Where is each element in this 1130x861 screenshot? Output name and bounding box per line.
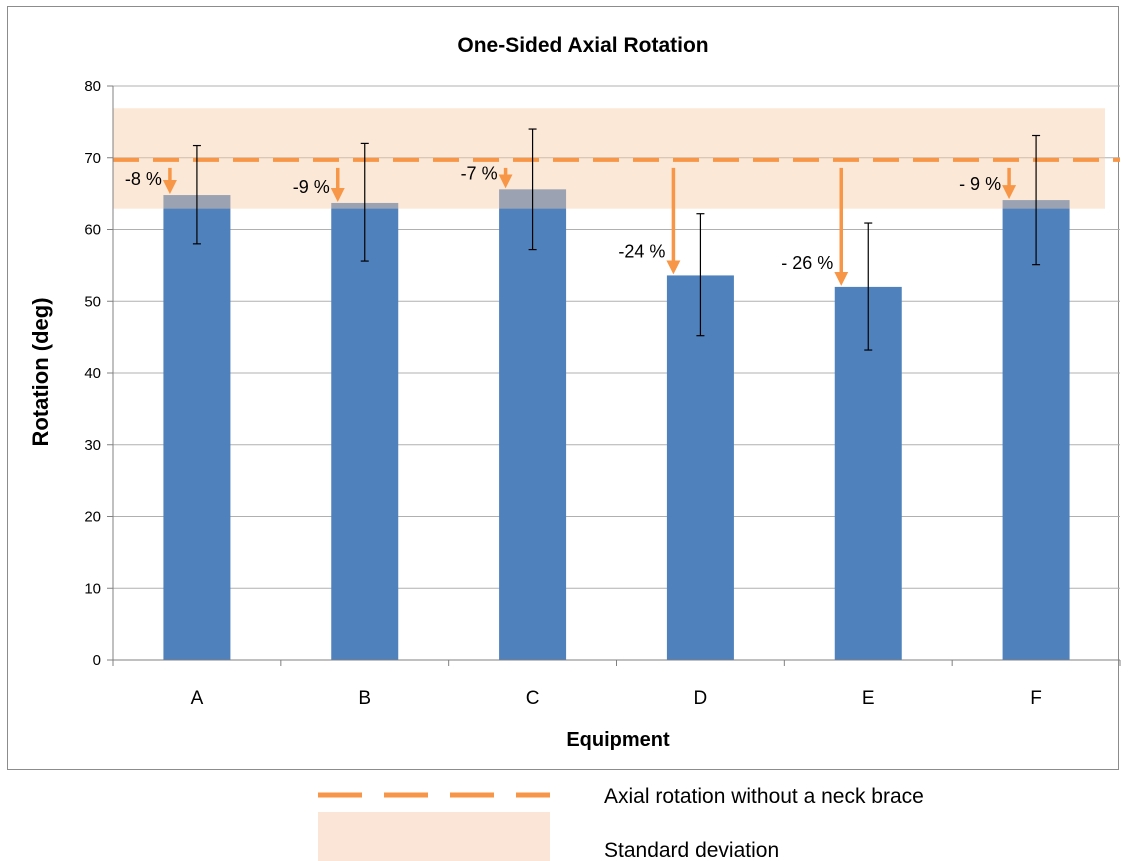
y-axis-label: Rotation (deg) [28, 297, 53, 446]
x-tick-label: F [1030, 688, 1042, 709]
x-tick-label: C [526, 688, 540, 709]
y-tick-label: 70 [84, 150, 101, 167]
percent-label: - 26 % [781, 253, 833, 273]
legend-label-reference: Axial rotation without a neck brace [604, 785, 924, 808]
x-tick-label: E [862, 688, 875, 709]
bar [666, 275, 734, 660]
y-tick-label: 20 [84, 509, 101, 526]
percent-label: -9 % [293, 177, 330, 197]
y-tick-label: 0 [93, 652, 101, 669]
bar [499, 189, 567, 660]
percent-label: - 9 % [959, 174, 1001, 194]
y-tick-label: 10 [84, 580, 101, 597]
bar [331, 202, 399, 660]
bar [163, 195, 231, 660]
y-tick-label: 80 [84, 78, 101, 95]
legend-label-band: Standard deviation [604, 839, 779, 861]
percent-label: -8 % [125, 169, 162, 189]
legend-swatch-band [318, 812, 550, 861]
percent-label: -7 % [461, 163, 498, 183]
x-tick-label: A [191, 688, 204, 709]
chart-title: One-Sided Axial Rotation [457, 34, 708, 57]
y-tick-label: 50 [84, 293, 101, 310]
y-tick-label: 40 [84, 365, 101, 382]
y-tick-label: 60 [84, 222, 101, 239]
y-tick-label: 30 [84, 437, 101, 454]
bar [1002, 200, 1070, 660]
x-axis-label: Equipment [566, 729, 670, 751]
x-tick-label: D [694, 688, 708, 709]
percent-label: -24 % [618, 241, 665, 261]
x-tick-label: B [358, 688, 371, 709]
